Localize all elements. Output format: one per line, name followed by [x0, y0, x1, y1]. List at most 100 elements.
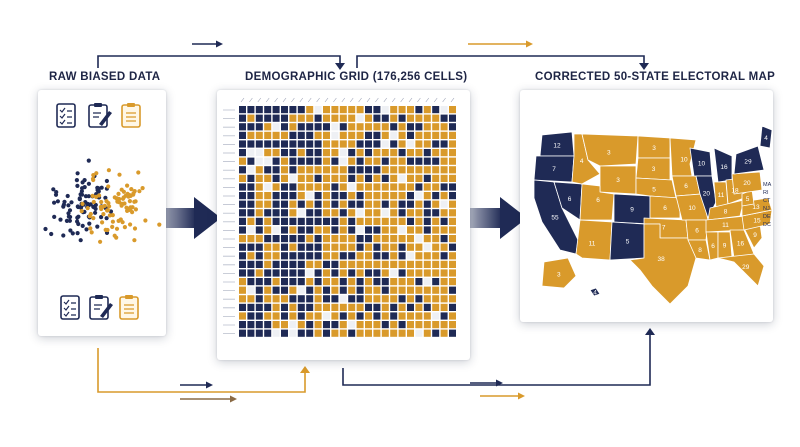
state-hi: [589, 287, 601, 297]
grid-cell: [272, 312, 280, 320]
state-label-mo: 10: [688, 205, 696, 212]
grid-cell: [331, 114, 339, 122]
grid-cell: [415, 200, 423, 208]
grid-cell: [272, 149, 280, 157]
grid-cell: [423, 200, 431, 208]
state-label-il: 20: [703, 191, 711, 198]
grid-cell: [390, 140, 398, 148]
raw-data-scatter: [43, 158, 162, 244]
grid-column-tick: [391, 97, 396, 103]
grid-cell: [272, 131, 280, 139]
grid-cell: [247, 295, 255, 303]
grid-cell: [323, 131, 330, 139]
grid-cell: [247, 278, 255, 286]
grid-cell: [348, 183, 356, 191]
grid-cell: [306, 149, 314, 157]
grid-cell: [407, 278, 414, 286]
gold-data-point: [117, 200, 122, 205]
grid-cell: [331, 321, 339, 329]
grid-cell: [272, 278, 280, 286]
navy-data-point: [75, 183, 80, 188]
grid-cell: [255, 209, 263, 217]
gold-data-point: [106, 168, 111, 173]
grid-cell: [323, 166, 330, 174]
grid-cell: [306, 226, 314, 234]
grid-cell: [314, 278, 322, 286]
grid-cell: [348, 295, 356, 303]
navy-data-point: [95, 224, 100, 229]
raw-data-panel: [38, 90, 166, 336]
grid-cell: [255, 123, 263, 131]
grid-cell: [398, 217, 406, 225]
grid-cell: [272, 303, 280, 311]
grid-cell: [272, 183, 280, 191]
grid-cell: [264, 329, 272, 337]
grid-cell: [449, 217, 456, 225]
grid-cell: [390, 131, 398, 139]
grid-cell: [306, 329, 314, 337]
gold-data-point: [106, 184, 111, 189]
grid-cell: [373, 157, 381, 165]
grid-cell: [264, 114, 272, 122]
state-label-mi: 16: [720, 164, 728, 171]
grid-cell: [423, 295, 431, 303]
grid-cell: [247, 192, 255, 200]
navy-data-point: [78, 192, 83, 197]
grid-column-tick: [282, 97, 287, 103]
grid-cell: [314, 131, 322, 139]
grid-cell: [390, 243, 398, 251]
grid-cell: [365, 303, 372, 311]
grid-cell: [272, 260, 280, 268]
grid-cell: [289, 209, 297, 217]
grid-cell: [440, 106, 448, 114]
grid-cell: [449, 123, 456, 131]
grid-cell: [449, 106, 456, 114]
grid-cell: [247, 123, 255, 131]
grid-cell: [373, 329, 381, 337]
grid-cell: [373, 174, 381, 182]
grid-cell: [289, 312, 297, 320]
grid-cell: [289, 183, 297, 191]
grid-cell: [356, 312, 364, 320]
grid-cell: [373, 278, 381, 286]
grid-cell: [264, 200, 272, 208]
grid-cell: [373, 226, 381, 234]
grid-cell: [407, 321, 414, 329]
grid-cell: [339, 217, 347, 225]
state-tx: [629, 223, 697, 305]
grid-cell: [323, 209, 330, 217]
grid-cell: [323, 243, 330, 251]
clipboard-edit-icon: [89, 295, 113, 320]
grid-cell: [255, 114, 263, 122]
grid-cell: [373, 131, 381, 139]
grid-cell: [289, 286, 297, 294]
grid-cell: [289, 252, 297, 260]
navy-data-point: [79, 189, 84, 194]
grid-cell: [297, 114, 305, 122]
grid-cell: [281, 140, 288, 148]
grid-cell: [272, 217, 280, 225]
grid-cell: [449, 131, 456, 139]
grid-cell: [373, 209, 381, 217]
grid-cell: [264, 260, 272, 268]
grid-cell: [289, 114, 297, 122]
grid-cell: [339, 192, 347, 200]
grid-cell: [356, 149, 364, 157]
grid-cell: [247, 312, 255, 320]
grid-cell: [432, 157, 440, 165]
grid-cell: [365, 321, 372, 329]
grid-cell: [348, 166, 356, 174]
navy-data-point: [51, 187, 56, 192]
state-label-ia: 6: [684, 183, 688, 190]
grid-cell: [390, 217, 398, 225]
grid-cell: [255, 140, 263, 148]
bottom-flow-arrow-navy-2: [470, 379, 503, 387]
grid-cell: [449, 209, 456, 217]
grid-cell: [449, 252, 456, 260]
navy-data-point: [84, 227, 89, 232]
grid-cell: [264, 321, 272, 329]
grid-cell: [440, 131, 448, 139]
grid-cell: [314, 312, 322, 320]
grid-cell: [373, 303, 381, 311]
grid-cell: [373, 260, 381, 268]
